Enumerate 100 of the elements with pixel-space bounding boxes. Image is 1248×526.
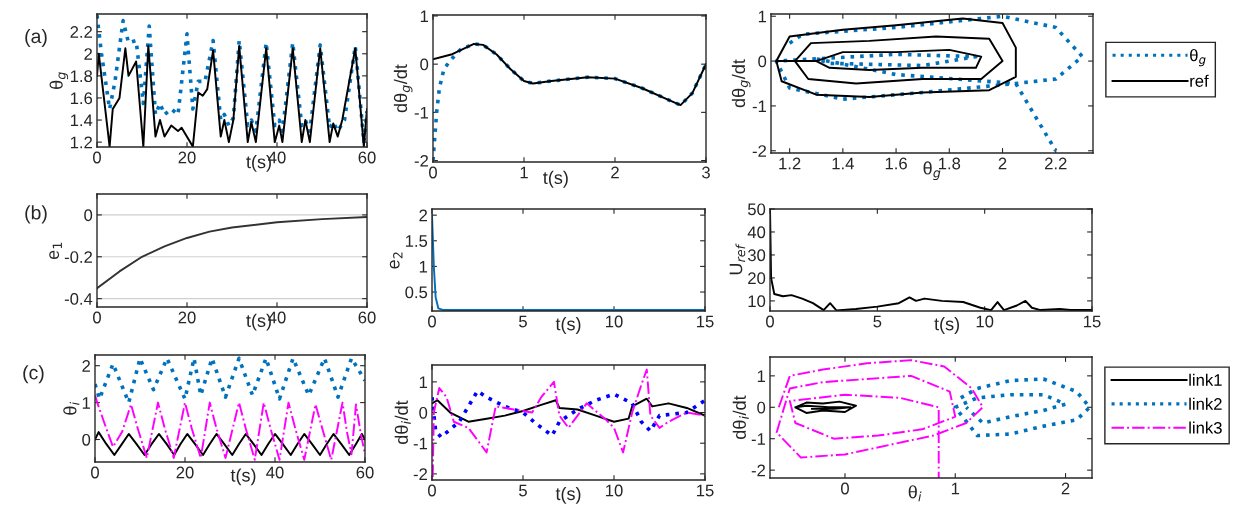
legend-label: θ$_{g}$ <box>1190 49 1206 67</box>
x-tick-label: 5 <box>873 315 882 328</box>
x-axis-title: t(s) <box>555 486 581 504</box>
y-axis-title: dθ$_{g}$/dt <box>731 59 751 108</box>
y-tick-label: -1 <box>413 437 428 450</box>
text: (a) <box>25 28 47 47</box>
line-series <box>774 14 1085 153</box>
y-tick-label: -0.4 <box>64 293 93 305</box>
x-tick-label: 0 <box>841 482 849 495</box>
y-tick-label: 20 <box>748 272 766 285</box>
x-tick-label: 20 <box>178 311 196 324</box>
y-tick-label: 0.5 <box>405 286 428 299</box>
x-axis-title: t(s) <box>555 317 581 334</box>
x-axis-title: t(s) <box>934 317 960 334</box>
x-tick-label: 60 <box>358 151 376 164</box>
y-axis-title: U$_{ref}$ <box>729 243 746 275</box>
y-tick-label: 0 <box>757 401 766 414</box>
x-tick-label: 60 <box>356 466 374 479</box>
line-series <box>794 400 857 414</box>
x-tick-label: 1.8 <box>938 157 961 170</box>
x-tick-label: 1.2 <box>779 157 801 170</box>
x-axis-title: θ$_{g}$ <box>923 161 941 180</box>
y-tick-label: -1 <box>752 100 767 112</box>
y-tick-label: 2 <box>84 48 92 60</box>
x-tick-label: 3 <box>702 166 710 179</box>
x-tick-label: 0 <box>429 166 437 179</box>
y-tick-label: 2.2 <box>70 26 92 38</box>
y-tick-label: 0 <box>758 55 767 68</box>
x-tick-label: 1.6 <box>885 157 907 170</box>
x-tick-label: 60 <box>358 311 376 324</box>
y-tick-label: -0.2 <box>64 251 92 263</box>
y-tick-label: -2 <box>752 145 766 157</box>
y-tick-label: 2 <box>419 209 427 222</box>
x-tick-label: 10 <box>606 484 623 497</box>
x-tick-label: 40 <box>266 466 284 479</box>
line-series <box>97 216 367 290</box>
y-tick-label: 0 <box>420 58 429 71</box>
x-axis-title: t(s) <box>543 170 568 188</box>
x-tick-label: 15 <box>697 315 714 328</box>
x-tick-label: 1.4 <box>832 157 854 170</box>
y-tick-label: -2 <box>413 468 427 480</box>
y-tick-label: 1 <box>420 10 429 22</box>
x-tick-label: 1 <box>520 166 528 179</box>
y-tick-label: 1.8 <box>70 70 93 83</box>
line-series <box>432 389 705 439</box>
x-tick-label: 0 <box>93 151 101 164</box>
y-tick-label: 10 <box>748 295 766 308</box>
y-tick-label: 1.5 <box>405 235 428 247</box>
y-axis-title: dθ$_{i}$/dt <box>394 400 411 444</box>
y-tick-label: 1 <box>419 376 428 388</box>
legend-label: link2 <box>1189 397 1222 410</box>
x-tick-label: 20 <box>176 466 194 479</box>
x-tick-label: 20 <box>178 151 196 164</box>
x-tick-label: 1 <box>951 482 960 495</box>
y-tick-label: 0 <box>84 209 93 222</box>
x-tick-label: 15 <box>697 484 714 497</box>
y-tick-label: 1 <box>757 370 766 382</box>
x-tick-label: 2 <box>1061 482 1070 495</box>
y-tick-label: -1 <box>751 433 766 445</box>
y-axis-title: dθ$_{g}$/dt <box>393 64 413 113</box>
line-series <box>775 359 984 478</box>
line-series <box>432 397 705 423</box>
text: (b) <box>25 205 47 224</box>
y-axis-title: e$_{2}$ <box>389 252 403 269</box>
x-tick-label: 10 <box>976 315 994 328</box>
y-tick-label: 40 <box>747 226 766 239</box>
y-axis-title: e$_{1}$ <box>49 242 62 260</box>
y-tick-label: 0 <box>82 433 91 446</box>
y-tick-label: 1 <box>82 397 91 409</box>
line-series <box>775 17 1017 98</box>
line-series <box>953 377 1092 438</box>
y-tick-label: 50 <box>747 203 766 216</box>
legend-label: link3 <box>1189 421 1222 434</box>
text: (c) <box>23 365 44 384</box>
line-series <box>95 431 365 456</box>
y-axis-title: θ$_{i}$ <box>63 401 80 415</box>
x-tick-label: 5 <box>519 315 527 328</box>
x-axis-title: θ$_{i}$ <box>908 485 922 502</box>
line-series <box>97 14 367 144</box>
y-tick-label: 2 <box>82 360 90 372</box>
y-tick-label: 1.4 <box>70 114 93 127</box>
line-series <box>433 42 706 107</box>
x-tick-label: 2.2 <box>1045 157 1067 170</box>
x-axis-title: t(s) <box>230 468 256 486</box>
y-tick-label: -1 <box>414 106 429 119</box>
y-axis-title: θ$_{g}$ <box>49 72 69 89</box>
y-tick-label: -2 <box>751 464 765 477</box>
x-tick-label: 0 <box>93 311 101 324</box>
x-tick-label: 15 <box>1084 315 1101 328</box>
x-tick-label: 2 <box>611 166 619 179</box>
x-tick-label: 2 <box>998 157 1007 170</box>
legend-label: ref <box>1190 74 1209 87</box>
x-tick-label: 5 <box>519 484 527 497</box>
y-tick-label: 0 <box>419 406 428 419</box>
y-tick-label: 1 <box>758 10 767 23</box>
y-tick-label: 30 <box>747 249 766 262</box>
y-tick-label: 1.6 <box>70 92 93 105</box>
y-tick-label: -2 <box>414 154 428 167</box>
y-tick-label: 1.2 <box>70 136 92 149</box>
x-tick-label: 10 <box>606 315 623 328</box>
